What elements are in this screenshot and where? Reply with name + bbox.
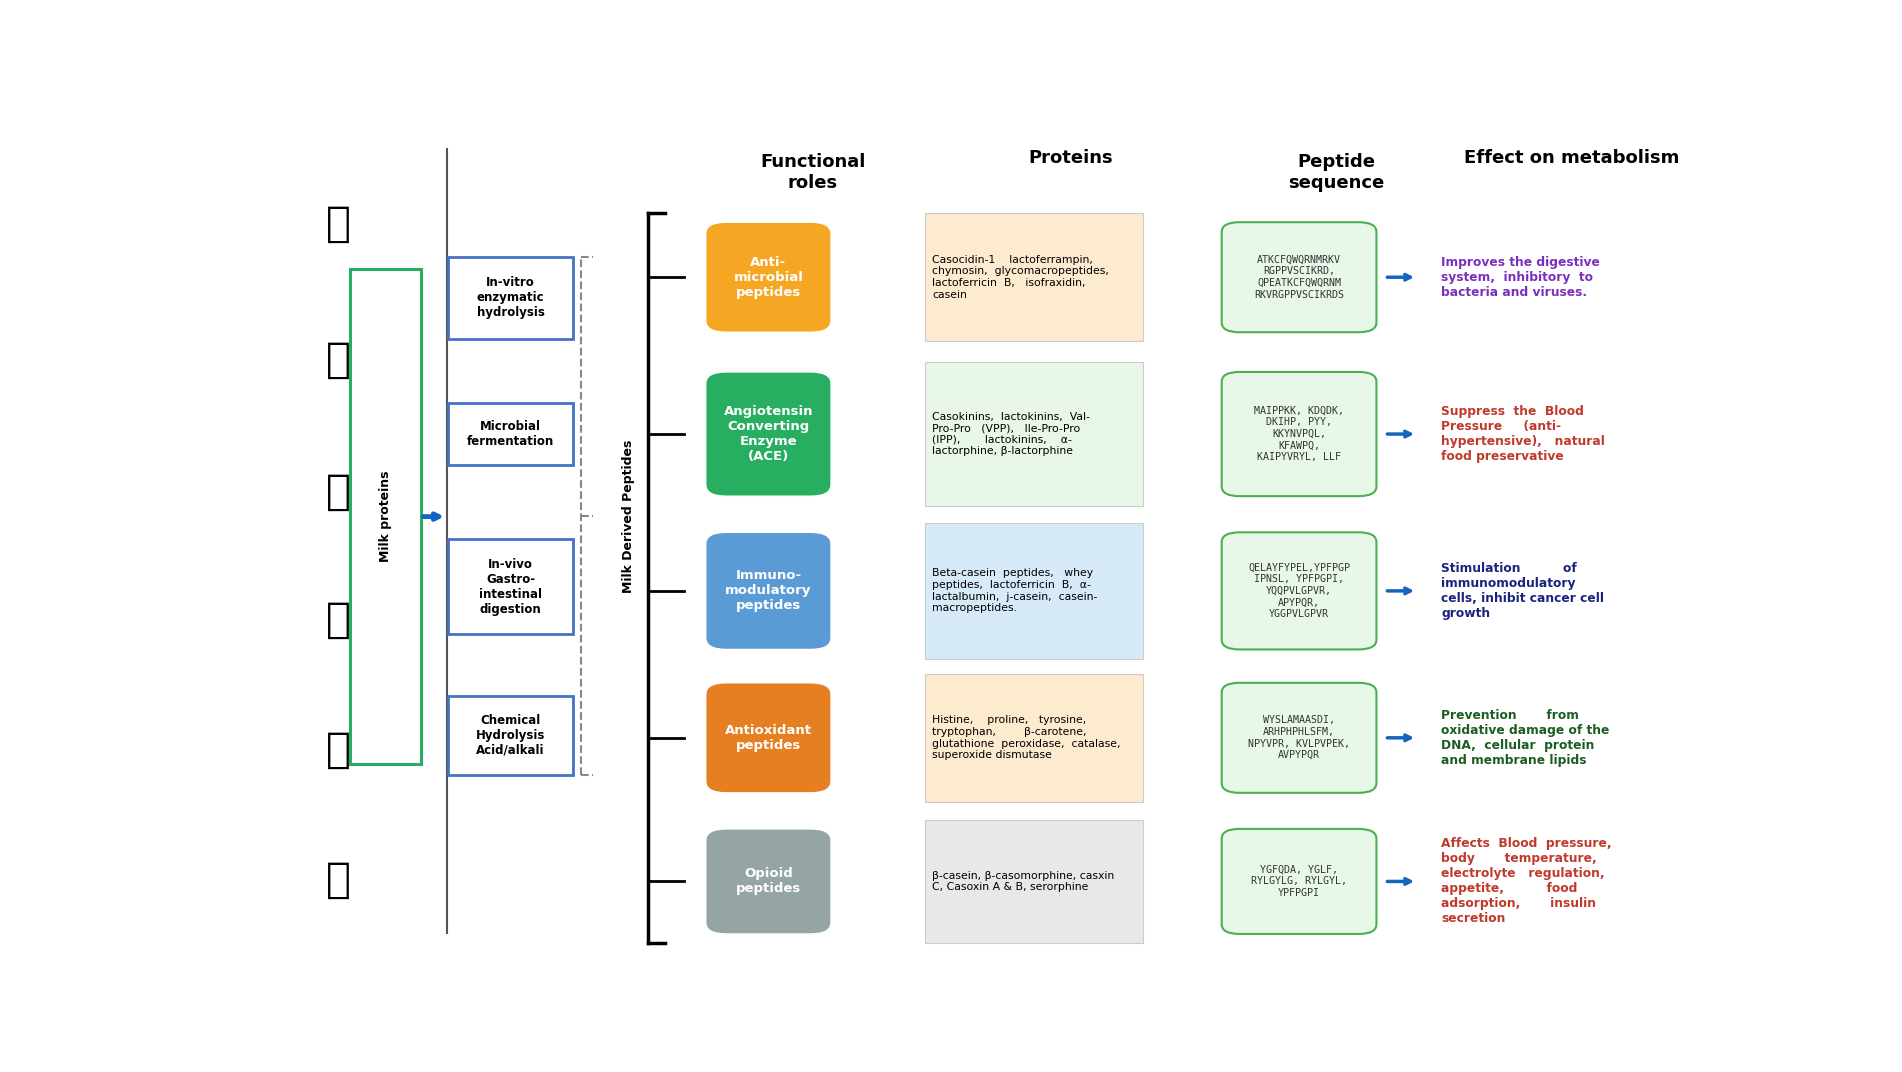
FancyBboxPatch shape <box>706 683 831 793</box>
Bar <box>924 213 1143 341</box>
FancyBboxPatch shape <box>1221 829 1377 934</box>
Bar <box>447 403 573 465</box>
Text: YGFQDA, YGLF,
RYLGYLG, RYLGYL,
YPFPGPI: YGFQDA, YGLF, RYLGYLG, RYLGYL, YPFPGPI <box>1252 865 1347 898</box>
Text: QELAYFYPEL,YPFPGP
IPNSL, YPFPGPI,
YQQPVLGPVR,
APYPQR,
YGGPVLGPVR: QELAYFYPEL,YPFPGP IPNSL, YPFPGPI, YQQPVL… <box>1248 563 1350 620</box>
Bar <box>447 256 573 339</box>
Text: ATKCFQWQRNMRKV
RGPPVSCIKRD,
QPEATKCFQWQRNM
RKVRGPPVSCIKRDS: ATKCFQWQRNMRKV RGPPVSCIKRD, QPEATKCFQWQR… <box>1253 255 1345 299</box>
Bar <box>350 269 420 764</box>
Text: Anti-
microbial
peptides: Anti- microbial peptides <box>734 256 803 299</box>
Text: In-vivo
Gastro-
intestinal
digestion: In-vivo Gastro- intestinal digestion <box>479 557 542 615</box>
FancyBboxPatch shape <box>706 372 831 496</box>
Text: Beta-casein  peptides,   whey
peptides,  lactoferricin  B,  α-
lactalbumin,  j-c: Beta-casein peptides, whey peptides, lac… <box>932 568 1097 613</box>
Text: Opioid
peptides: Opioid peptides <box>736 867 801 895</box>
Text: Casokinins,  lactokinins,  Val-
Pro-Pro   (VPP),   Ile-Pro-Pro
(IPP),       lact: Casokinins, lactokinins, Val- Pro-Pro (V… <box>932 412 1090 457</box>
Text: 🐪: 🐪 <box>325 728 350 771</box>
Text: WYSLAMAASDI,
ARHPHPHLSFM,
NPYVPR, KVLPVPEK,
AVPYPQR: WYSLAMAASDI, ARHPHPHLSFM, NPYVPR, KVLPVP… <box>1248 715 1350 760</box>
Text: 🐄: 🐄 <box>325 203 350 244</box>
Text: Improves the digestive
system,  inhibitory  to
bacteria and viruses.: Improves the digestive system, inhibitor… <box>1442 256 1600 299</box>
Text: Chemical
Hydrolysis
Acid/alkali: Chemical Hydrolysis Acid/alkali <box>476 714 546 757</box>
Bar <box>924 674 1143 802</box>
Text: Microbial
fermentation: Microbial fermentation <box>466 420 553 448</box>
Bar <box>447 696 573 775</box>
FancyBboxPatch shape <box>706 222 831 332</box>
Text: Effect on metabolism: Effect on metabolism <box>1465 149 1679 167</box>
Text: 🐑: 🐑 <box>325 599 350 641</box>
Text: Stimulation          of
immunomodulatory
cells, inhibit cancer cell
growth: Stimulation of immunomodulatory cells, i… <box>1442 562 1603 620</box>
Text: Immuno-
modulatory
peptides: Immuno- modulatory peptides <box>725 569 812 612</box>
Text: MAIPPKK, KDQDK,
DKIHP, PYY,
KKYNVPQL,
KFAWPQ,
KAIPYVRYL, LLF: MAIPPKK, KDQDK, DKIHP, PYY, KKYNVPQL, KF… <box>1253 406 1345 462</box>
Text: 👩: 👩 <box>325 859 350 900</box>
Text: Functional
roles: Functional roles <box>761 153 865 192</box>
FancyBboxPatch shape <box>1221 683 1377 793</box>
Text: Antioxidant
peptides: Antioxidant peptides <box>725 724 812 751</box>
Bar <box>924 523 1143 659</box>
Text: Angiotensin
Converting
Enzyme
(ACE): Angiotensin Converting Enzyme (ACE) <box>723 405 814 463</box>
FancyBboxPatch shape <box>1221 222 1377 332</box>
Text: Milk proteins: Milk proteins <box>378 471 392 563</box>
FancyBboxPatch shape <box>706 829 831 934</box>
FancyBboxPatch shape <box>1221 372 1377 496</box>
Bar <box>924 820 1143 942</box>
Text: Suppress  the  Blood
Pressure     (anti-
hypertensive),   natural
food preservat: Suppress the Blood Pressure (anti- hyper… <box>1442 405 1605 463</box>
Text: Milk Derived Peptides: Milk Derived Peptides <box>622 440 635 593</box>
Text: Prevention       from
oxidative damage of the
DNA,  cellular  protein
and membra: Prevention from oxidative damage of the … <box>1442 709 1609 766</box>
Text: Histine,    proline,   tyrosine,
tryptophan,        β-carotene,
glutathione  per: Histine, proline, tyrosine, tryptophan, … <box>932 715 1120 760</box>
Text: β-casein, β-casomorphine, casxin
C, Casoxin A & B, serorphine: β-casein, β-casomorphine, casxin C, Caso… <box>932 870 1115 892</box>
FancyBboxPatch shape <box>1221 533 1377 650</box>
Text: In-vitro
enzymatic
hydrolysis: In-vitro enzymatic hydrolysis <box>477 277 544 319</box>
Text: Peptide
sequence: Peptide sequence <box>1288 153 1385 192</box>
Text: 🦬: 🦬 <box>325 339 350 381</box>
Text: Casocidin-1    lactoferrampin,
chymosin,  glycomacropeptides,
lactoferricin  B, : Casocidin-1 lactoferrampin, chymosin, gl… <box>932 255 1109 299</box>
FancyBboxPatch shape <box>706 533 831 650</box>
Text: Affects  Blood  pressure,
body       temperature,
electrolyte   regulation,
appe: Affects Blood pressure, body temperature… <box>1442 837 1611 925</box>
Text: Proteins: Proteins <box>1029 149 1113 167</box>
Bar <box>447 539 573 635</box>
Bar <box>924 362 1143 506</box>
Text: 🐎: 🐎 <box>325 471 350 512</box>
